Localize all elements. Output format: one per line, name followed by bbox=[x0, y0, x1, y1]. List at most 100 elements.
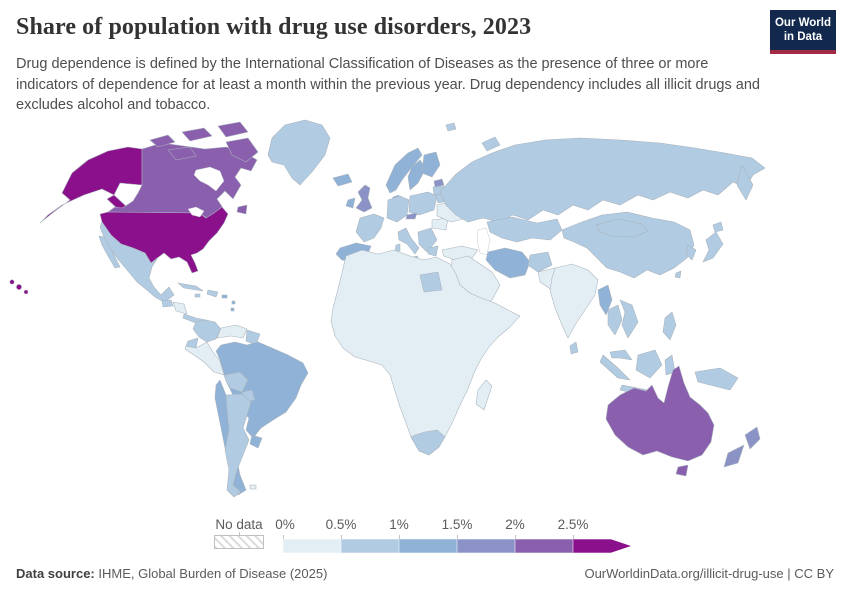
country-africa-other[interactable]: Africa (most countries): 0%–0.5% bbox=[330, 249, 521, 456]
legend-bin-4[interactable] bbox=[515, 539, 573, 553]
legend-bin-0[interactable] bbox=[283, 539, 341, 553]
country-new-zealand-south[interactable]: New Zealand: 1.5%–2% bbox=[723, 444, 745, 468]
country-south-korea[interactable]: South Korea: 0.5%–1% bbox=[685, 244, 697, 261]
country-india[interactable]: India: 0%–0.5% bbox=[549, 263, 599, 339]
country-south-africa[interactable]: South Africa: 0.5%–1% bbox=[410, 429, 446, 456]
legend-bin-3[interactable] bbox=[457, 539, 515, 553]
country-finland[interactable]: Finland: 1%–1.5% bbox=[421, 151, 441, 178]
country-russia-kamchatka[interactable]: Russia: 0.5%–1% bbox=[736, 164, 754, 201]
country-estonia[interactable]: Estonia: 1.5%–2% bbox=[433, 178, 445, 188]
country-canada-victoria-island[interactable]: Canada: 2%–2.5% bbox=[167, 146, 197, 161]
country-ireland[interactable]: Ireland: 1%–1.5% bbox=[345, 197, 356, 209]
country-united-states-mainland[interactable]: United States: 2.5%+ bbox=[99, 206, 229, 274]
country-canada-arctic-island-2[interactable]: Canada: 2%–2.5% bbox=[181, 127, 213, 142]
legend-no-data[interactable]: No data bbox=[214, 517, 264, 549]
country-russia[interactable]: Russia: 0.5%–1% bbox=[439, 137, 766, 223]
great-lakes bbox=[187, 206, 205, 218]
country-sweden[interactable]: Sweden: 1%–1.5% bbox=[407, 159, 427, 191]
country-venezuela[interactable]: Venezuela: 0%–0.5% bbox=[216, 324, 248, 339]
country-canada-arctic-island-3[interactable]: Canada: 2%–2.5% bbox=[217, 121, 249, 138]
owid-logo-line1: Our World bbox=[774, 17, 831, 29]
country-greece[interactable]: Greece: 0.5%–1% bbox=[427, 245, 439, 257]
country-philippines[interactable]: Philippines: 0.5%–1% bbox=[662, 311, 677, 341]
country-france[interactable]: France: 0.5%–1% bbox=[355, 213, 385, 243]
legend-no-data-swatch[interactable] bbox=[214, 535, 264, 549]
country-indonesia-borneo[interactable]: Indonesia (Borneo): 0.5%–1% bbox=[635, 349, 663, 379]
world-choropleth-map: United States: 2.5%+ United States: 2.5%… bbox=[0, 115, 850, 515]
country-canada-newfoundland[interactable]: Canada: 2%–2.5% bbox=[236, 204, 248, 215]
country-lesser-antilles[interactable]: Lesser Antilles: 1%–1.5% bbox=[230, 300, 236, 312]
country-germany-central-europe[interactable]: Germany & Central Europe: 0.5%–1% bbox=[386, 195, 410, 223]
country-iran[interactable]: Iran: 1%–1.5% bbox=[485, 247, 531, 279]
country-italy-sardinia[interactable]: Italy: 0.5%–1% bbox=[394, 243, 401, 252]
country-puerto-rico[interactable]: Puerto Rico: 1%–1.5% bbox=[221, 294, 228, 299]
owid-url-link[interactable]: OurWorldinData.org/illicit-drug-use bbox=[584, 566, 784, 581]
legend-no-data-label: No data bbox=[215, 517, 263, 532]
country-afghanistan[interactable]: Afghanistan: 0.5%–1% bbox=[527, 251, 553, 273]
country-china[interactable]: China: 0.5%–1% bbox=[561, 211, 695, 279]
country-united-states-hawaii-2[interactable]: United States: 2.5%+ bbox=[16, 284, 22, 290]
country-madagascar[interactable]: Madagascar: 0%–0.5% bbox=[475, 379, 493, 411]
country-sri-lanka[interactable]: Sri Lanka: 0.5%–1% bbox=[569, 341, 579, 355]
chart-footer: Data source: IHME, Global Burden of Dise… bbox=[16, 566, 834, 581]
country-argentina[interactable]: Argentina: 0.5%–1% bbox=[224, 393, 252, 498]
country-chad-sudan[interactable]: Chad / Sudan region: 0.5%–1% bbox=[419, 271, 443, 293]
country-canada-baffin[interactable]: Canada: 2%–2.5% bbox=[225, 137, 259, 163]
legend-bin-5[interactable] bbox=[573, 539, 631, 553]
legend-tickmark bbox=[399, 535, 400, 539]
legend-bin-2[interactable] bbox=[399, 539, 457, 553]
country-italy[interactable]: Italy: 0.5%–1% bbox=[397, 227, 420, 255]
country-guatemala[interactable]: Guatemala: 0.5%–1% bbox=[161, 299, 174, 308]
country-new-zealand-north[interactable]: New Zealand: 1.5%–2% bbox=[744, 426, 761, 450]
country-svalbard[interactable]: Svalbard: 0.5%–1% bbox=[445, 122, 457, 132]
owid-logo-line2: in Data bbox=[783, 31, 823, 44]
country-hispaniola[interactable]: Haiti & Dominican Republic: 0.5%–1% bbox=[206, 289, 219, 298]
legend-tick-0-5: 0.5% bbox=[325, 517, 357, 532]
country-russia-novaya-zemlya[interactable]: Russia: 0.5%–1% bbox=[481, 136, 501, 152]
country-japan[interactable]: Japan: 0.5%–1% bbox=[702, 231, 724, 263]
country-balkans[interactable]: Balkans: 0.5%–1% bbox=[417, 227, 438, 253]
world-map-svg: United States: 2.5%+ United States: 2.5%… bbox=[9, 119, 766, 498]
country-myanmar[interactable]: Myanmar: 1%–1.5% bbox=[597, 284, 613, 316]
country-japan-hokkaido[interactable]: Japan: 0.5%–1% bbox=[712, 221, 724, 233]
country-australia-tasmania[interactable]: Australia (Tasmania): 2%–2.5% bbox=[675, 464, 689, 477]
country-thailand[interactable]: Thailand: 0.5%–1% bbox=[607, 304, 623, 336]
country-honduras-nicaragua[interactable]: Honduras & Nicaragua: 0%–0.5% bbox=[172, 301, 188, 315]
country-jamaica[interactable]: Jamaica: 0.5%–1% bbox=[194, 293, 201, 298]
legend-tick-2-5: 2.5% bbox=[557, 517, 589, 532]
legend-tick-1: 1% bbox=[389, 517, 409, 532]
chart-subtitle: Drug dependence is defined by the Intern… bbox=[16, 56, 760, 114]
legend-no-data-tick bbox=[238, 532, 240, 535]
country-united-kingdom[interactable]: United Kingdom: 1.5%–2% bbox=[355, 184, 373, 213]
legend-color-bar bbox=[283, 539, 631, 553]
country-taiwan[interactable]: Taiwan: 0.5%–1% bbox=[674, 270, 682, 279]
country-papua-new-guinea[interactable]: Papua New Guinea: 0.5%–1% bbox=[694, 367, 739, 391]
country-canada-arctic-island-1[interactable]: Canada: 2%–2.5% bbox=[149, 134, 176, 148]
legend-tickmark bbox=[283, 535, 284, 539]
country-mexico-baja[interactable]: Mexico: 0.5%–1% bbox=[98, 235, 121, 269]
country-norway[interactable]: Norway: 1%–1.5% bbox=[385, 147, 423, 194]
country-peru[interactable]: Peru: 0%–0.5% bbox=[184, 341, 225, 376]
country-vietnam-laos[interactable]: Vietnam & Laos: 0.5%–1% bbox=[619, 299, 639, 339]
country-mongolia[interactable]: Mongolia: 0.5%–1% bbox=[595, 218, 649, 238]
country-mexico[interactable]: Mexico: 0.5%–1% bbox=[99, 221, 175, 302]
country-greenland[interactable]: Greenland: 0.5%–1% bbox=[267, 119, 331, 186]
country-malaysia[interactable]: Malaysia: 0.5%–1% bbox=[609, 349, 633, 361]
country-kazakhstan-central-asia[interactable]: Kazakhstan & Central Asia: 0.5%–1% bbox=[486, 216, 563, 243]
country-czechia[interactable]: Czechia: 1.5%–2% bbox=[405, 212, 418, 220]
country-iceland[interactable]: Iceland: 1%–1.5% bbox=[332, 173, 353, 187]
country-uruguay[interactable]: Uruguay: 1%–1.5% bbox=[249, 434, 263, 449]
country-united-states-hawaii-1[interactable]: United States: 2.5%+ bbox=[9, 279, 15, 285]
country-indonesia-sumatra[interactable]: Indonesia (Sumatra): 0.5%–1% bbox=[599, 354, 631, 381]
owid-logo[interactable]: Our World in Data bbox=[770, 10, 836, 54]
country-poland[interactable]: Poland: 0.5%–1% bbox=[408, 191, 438, 216]
hudson-bay bbox=[193, 166, 225, 192]
country-united-states-hawaii-3[interactable]: United States: 2.5%+ bbox=[23, 289, 29, 295]
country-cuba[interactable]: Cuba: 0.5%–1% bbox=[177, 282, 204, 292]
legend-bin-1[interactable] bbox=[341, 539, 399, 553]
country-australia[interactable]: Australia: 2%–2.5% bbox=[605, 365, 715, 462]
country-colombia[interactable]: Colombia: 0.5%–1% bbox=[192, 319, 222, 343]
legend-ticks: 0% 0.5% 1% 1.5% 2% 2.5% bbox=[275, 517, 638, 539]
country-falkland-islands[interactable]: Falkland Islands: 0%–0.5% bbox=[249, 484, 257, 490]
legend-tickmark bbox=[515, 535, 516, 539]
